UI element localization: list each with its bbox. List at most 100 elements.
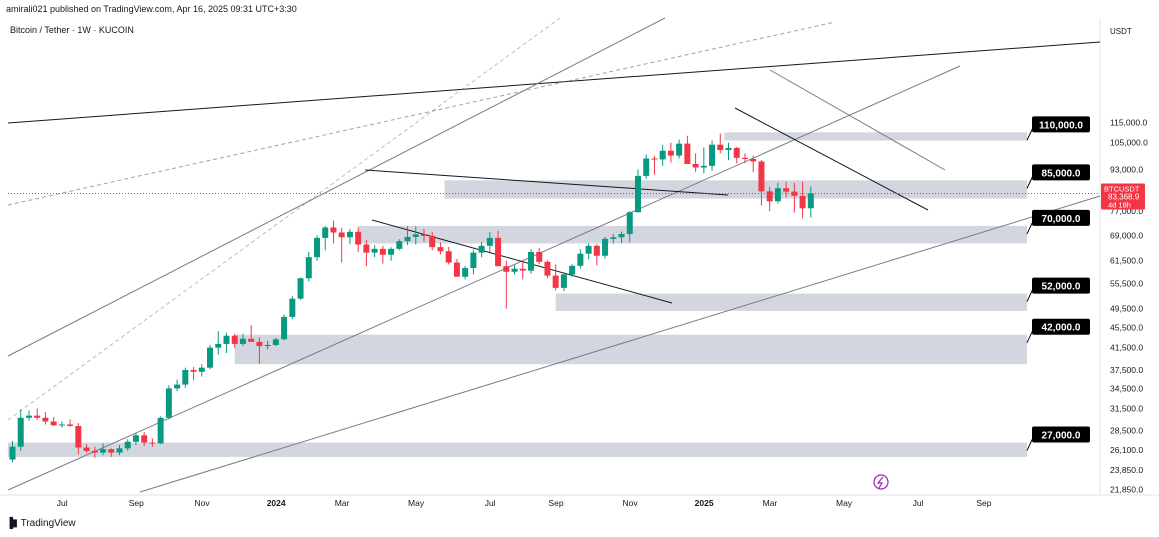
level-label: 85,000.0	[1026, 164, 1090, 189]
price-tag-symbol: BTCUSDT	[1104, 185, 1140, 194]
candle-body	[503, 266, 510, 272]
candle-body	[124, 441, 131, 449]
candle-body	[91, 450, 98, 453]
price-tick-label: 93,000.0	[1110, 164, 1143, 174]
candle-body	[100, 449, 107, 453]
channel-upper-line	[7, 17, 666, 357]
candle-body	[527, 251, 534, 271]
time-tick-label: May	[408, 498, 425, 508]
candle-body	[322, 227, 329, 238]
candle-body	[421, 234, 427, 236]
zone-box	[8, 442, 1027, 457]
footer-brand[interactable]: ▐▮ TradingView	[6, 518, 76, 529]
candle-body	[634, 175, 641, 213]
time-tick-label: Nov	[622, 498, 638, 508]
candle-body	[560, 274, 567, 288]
time-tick-label: May	[836, 498, 853, 508]
candle-body	[239, 338, 246, 344]
level-label: 42,000.0	[1026, 318, 1090, 343]
candle-body	[58, 424, 65, 426]
candle-body	[67, 424, 74, 427]
price-tag-countdown: 4d 18h	[1108, 201, 1131, 210]
upper-trendline	[7, 41, 1101, 124]
candle-body	[388, 248, 395, 255]
candle-body	[412, 234, 419, 237]
channel-mid-dashed	[7, 21, 836, 206]
candle-body	[741, 157, 748, 159]
candle-body	[602, 238, 609, 256]
level-label-text: 70,000.0	[1042, 214, 1081, 225]
candle-body	[190, 370, 197, 372]
price-tick-label: 77,000.0	[1110, 206, 1143, 216]
candle-body	[750, 158, 757, 162]
candle-body	[692, 164, 699, 168]
candle-body	[371, 248, 378, 253]
candle-body	[314, 237, 321, 258]
candle-body	[462, 268, 469, 277]
price-tick-label: 105,000.0	[1110, 138, 1148, 148]
candle-body	[758, 161, 765, 192]
candle-body	[667, 150, 674, 156]
candle-body	[17, 417, 24, 447]
candle-body	[108, 449, 115, 453]
event-icon-circle	[873, 474, 889, 490]
candle-body	[486, 237, 493, 246]
flag-lower-line	[371, 219, 673, 304]
level-label-bg	[1032, 318, 1090, 335]
price-tick-label: 45,500.0	[1110, 322, 1143, 332]
candle-body	[272, 339, 279, 345]
price-tag-value: 83,368.9	[1108, 193, 1140, 202]
candle-body	[429, 235, 436, 248]
zone-box	[555, 293, 1027, 311]
time-tick-label: 2025	[695, 498, 714, 508]
flag-upper-line	[364, 169, 729, 196]
price-tick-label: 37,500.0	[1110, 365, 1143, 375]
candle-body	[437, 247, 444, 252]
candle-body	[305, 257, 312, 279]
candle-body	[83, 447, 90, 451]
candle-body	[256, 341, 263, 347]
level-label-bg	[1032, 426, 1090, 443]
price-tick-label: 21,850.0	[1110, 484, 1143, 494]
price-tick-label: 31,500.0	[1110, 404, 1143, 414]
candle-body	[445, 251, 452, 263]
candle-body	[141, 435, 148, 443]
zone-box	[358, 225, 1027, 244]
candle-body	[536, 251, 543, 262]
long-support-line	[139, 195, 1101, 493]
candle-body	[42, 417, 49, 422]
candle-body	[330, 227, 337, 233]
candle-body	[363, 244, 370, 253]
candle-body	[396, 241, 403, 249]
brand-label: TradingView	[20, 518, 76, 529]
zone-box	[444, 180, 1027, 199]
currency-label: USDT	[1110, 27, 1132, 36]
candle-body	[404, 236, 411, 242]
level-label: 70,000.0	[1026, 209, 1090, 235]
level-label: 110,000.0	[1026, 116, 1090, 141]
candle-body	[289, 298, 296, 317]
candle-body	[470, 252, 477, 269]
time-tick-label: Nov	[195, 498, 211, 508]
price-tick-label: 26,100.0	[1110, 445, 1143, 455]
time-tick-label: Mar	[335, 498, 350, 508]
candle-body	[709, 144, 716, 166]
candle-body	[34, 415, 41, 418]
time-tick-label: 2024	[267, 498, 286, 508]
zone-box	[724, 132, 1027, 141]
candle-body	[766, 191, 773, 202]
symbol-title: Bitcoin / Tether · 1W · KUCOIN	[10, 25, 134, 35]
candle-body	[297, 278, 304, 299]
candle-body	[338, 232, 345, 238]
candle-body	[700, 165, 707, 168]
zone-box	[234, 334, 1027, 365]
candle-body	[453, 262, 460, 277]
candle-body	[783, 188, 790, 192]
price-tick-label: 28,500.0	[1110, 426, 1143, 436]
candle-body	[379, 248, 386, 255]
candle-body	[75, 426, 82, 448]
candle-body	[174, 384, 181, 389]
price-tag-bg	[1101, 183, 1145, 210]
candle-body	[231, 335, 238, 344]
